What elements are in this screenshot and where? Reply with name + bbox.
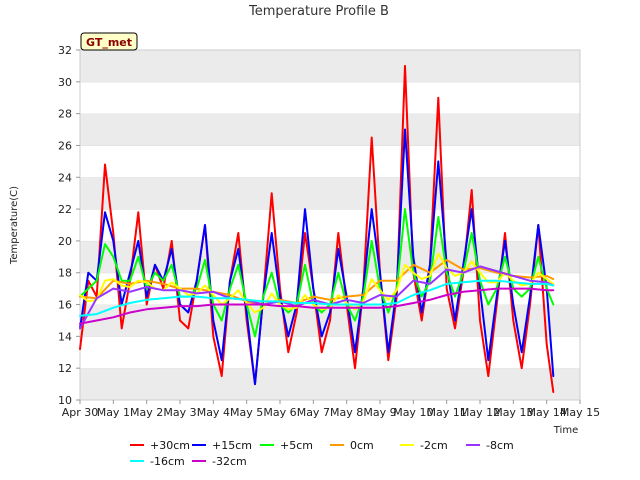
x-tick-label: May 11 (427, 406, 467, 419)
grid-band (80, 177, 580, 210)
legend-label: +30cm (150, 439, 190, 452)
x-tick-label: Apr 30 (62, 406, 99, 419)
y-axis-label: Temperature(C) (9, 186, 20, 265)
x-tick-label: May 9 (363, 406, 396, 419)
y-tick-label: 18 (58, 267, 72, 280)
series-line--32cm (79, 287, 555, 325)
y-tick-label: 32 (58, 44, 72, 57)
x-tick-label: May 3 (163, 406, 196, 419)
x-tick-label: May 5 (230, 406, 263, 419)
series-line-+15cm (79, 128, 555, 386)
legend-label: -8cm (486, 439, 514, 452)
grid-band (80, 81, 580, 114)
grid-band (80, 113, 580, 146)
gt-met-badge: GT_met (80, 32, 138, 51)
y-tick-label: 14 (58, 330, 72, 343)
series-layer (79, 64, 555, 393)
grid-band (80, 209, 580, 241)
x-tick-label: May 8 (330, 406, 363, 419)
x-tick-label: May 4 (197, 406, 230, 419)
legend-label: -2cm (420, 439, 448, 452)
y-tick-label: 26 (58, 139, 72, 152)
x-tick-label: May 14 (527, 406, 567, 419)
chart-title: Temperature Profile B (248, 4, 389, 19)
x-tick-label: May 15 (560, 406, 600, 419)
legend-label: +15cm (212, 439, 252, 452)
y-tick-label: 30 (58, 76, 72, 89)
y-tick-label: 10 (58, 394, 72, 407)
y-tick-label: 24 (58, 171, 72, 184)
grid-band (80, 145, 580, 178)
series-line--8cm (79, 265, 555, 330)
y-tick-label: 22 (58, 203, 72, 216)
x-tick-label: May 2 (130, 406, 163, 419)
series-line--16cm (79, 279, 555, 317)
x-axis-label: Time (553, 425, 578, 436)
legend-label: +5cm (280, 439, 313, 452)
grid-bands (80, 49, 580, 400)
plot-frame (79, 49, 581, 401)
y-axis-ticks: 10 12 14 16 18 20 22 24 26 28 30 32 (58, 44, 80, 407)
legend-label: -32cm (212, 455, 247, 468)
x-tick-label: May 12 (460, 406, 500, 419)
y-tick-label: 28 (58, 108, 72, 121)
grid-band (80, 368, 580, 400)
grid-band (80, 336, 580, 369)
grid-band (80, 240, 580, 273)
x-tick-label: May 10 (393, 406, 433, 419)
y-tick-label: 16 (58, 299, 72, 312)
grid-band (80, 50, 580, 82)
series-line-0cm (79, 259, 555, 306)
legend-label: 0cm (350, 439, 374, 452)
x-tick-label: May 6 (263, 406, 296, 419)
legend: +30cm +15cm +5cm 0cm -2cm -8cm -16cm -32cm (130, 439, 514, 468)
x-tick-label: May 13 (493, 406, 533, 419)
badge-box (80, 32, 138, 51)
x-tick-label: May 7 (297, 406, 330, 419)
badge-label: GT_met (86, 36, 132, 49)
y-tick-label: 20 (58, 235, 72, 248)
legend-label: -16cm (150, 455, 185, 468)
y-tick-label: 12 (58, 362, 72, 375)
x-tick-label: May 1 (97, 406, 130, 419)
